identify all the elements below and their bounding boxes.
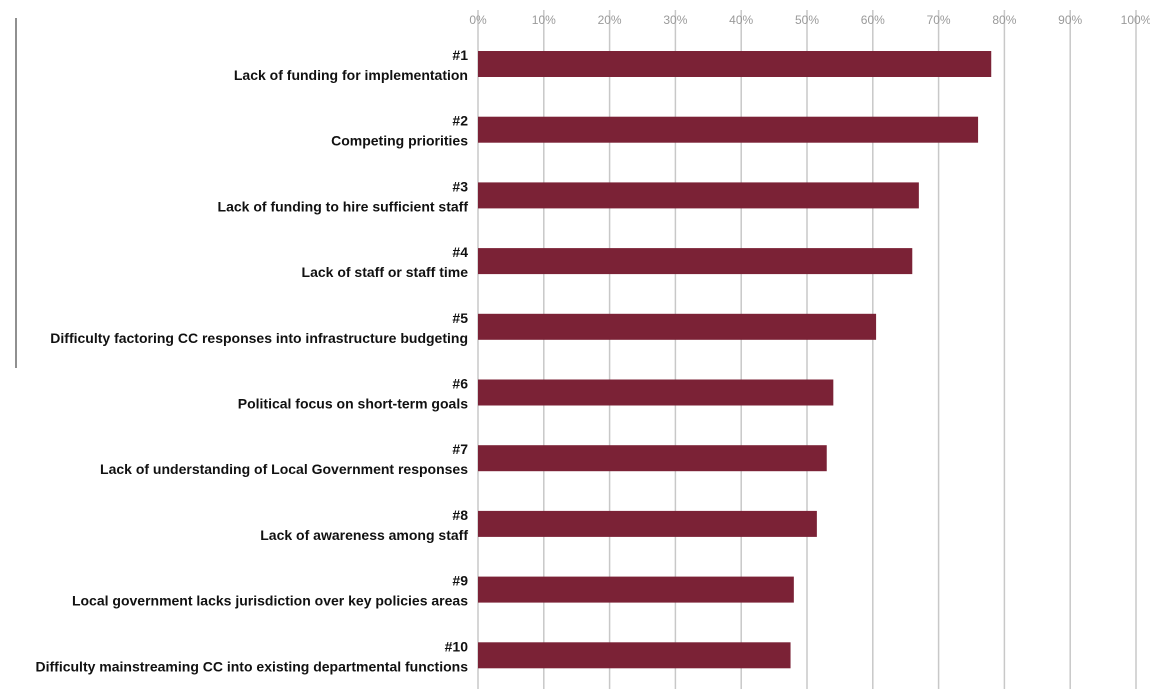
bar [478, 313, 877, 340]
category-rank: #2 [452, 113, 468, 129]
x-tick-label: 0% [469, 13, 487, 27]
x-tick-label: 50% [795, 13, 819, 27]
category-rank: #10 [445, 638, 469, 654]
category-label: Difficulty factoring CC responses into i… [50, 330, 468, 346]
category-rank: #9 [452, 573, 468, 589]
category-rank: #4 [452, 244, 468, 260]
category-rank: #5 [452, 310, 468, 326]
bars [478, 51, 992, 669]
x-tick-label: 30% [663, 13, 687, 27]
category-label: Lack of staff or staff time [302, 264, 469, 280]
bar [478, 510, 817, 537]
x-tick-label: 70% [927, 13, 951, 27]
bar [478, 576, 794, 603]
bar [478, 51, 992, 77]
category-rank: #7 [452, 441, 468, 457]
category-label: Lack of funding for implementation [234, 67, 468, 83]
bar [478, 445, 827, 472]
category-rank: #6 [452, 376, 468, 392]
bar [478, 116, 979, 143]
category-label: Lack of understanding of Local Governmen… [100, 461, 468, 477]
category-label: Lack of awareness among staff [260, 527, 468, 543]
x-tick-label: 20% [598, 13, 622, 27]
category-rank: #8 [452, 507, 468, 523]
bar [478, 642, 791, 669]
category-label: Difficulty mainstreaming CC into existin… [36, 658, 469, 674]
category-rank: #3 [452, 178, 468, 194]
x-tick-label: 90% [1058, 13, 1082, 27]
x-axis-ticks: 0% 10% 20% 30% 40% 50% 60% 70% 80% 90% 100% [469, 13, 1150, 27]
x-tick-label: 40% [729, 13, 753, 27]
category-label: Competing priorities [331, 133, 468, 149]
category-label: Lack of funding to hire sufficient staff [218, 198, 469, 214]
x-tick-label: 60% [861, 13, 885, 27]
category-label: Political focus on short-term goals [238, 396, 468, 412]
category-rank: #1 [452, 47, 468, 63]
x-tick-label: 100% [1121, 13, 1150, 27]
x-tick-label: 80% [992, 13, 1016, 27]
category-labels: #1 Lack of funding for implementation #2 Co… [36, 47, 469, 674]
bar [478, 379, 834, 406]
x-tick-label: 10% [532, 13, 556, 27]
bar [478, 248, 913, 275]
category-label: Local government lacks jurisdiction over… [72, 593, 468, 609]
bar [478, 182, 919, 209]
